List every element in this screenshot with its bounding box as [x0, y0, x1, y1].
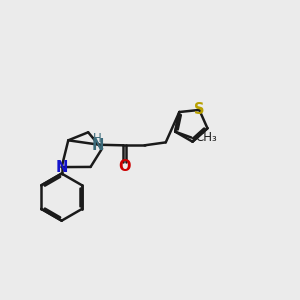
Text: H: H — [93, 132, 102, 145]
Text: O: O — [118, 159, 131, 174]
Text: CH₃: CH₃ — [195, 131, 217, 144]
Text: N: N — [92, 138, 104, 153]
Text: S: S — [194, 102, 205, 117]
Text: N: N — [56, 160, 68, 175]
